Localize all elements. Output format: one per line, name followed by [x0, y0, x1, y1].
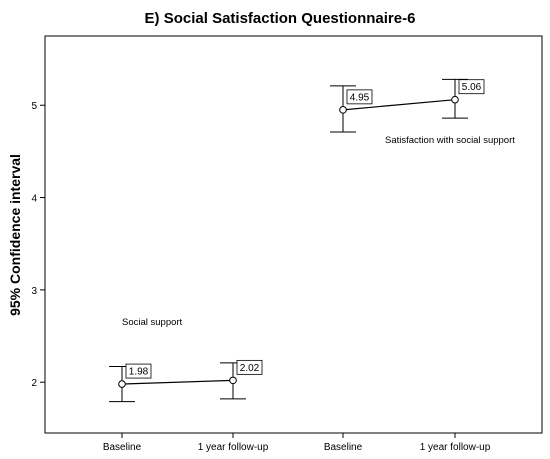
y-axis: 2 3 4 5	[31, 101, 45, 389]
x-tick-label: Baseline	[324, 442, 363, 453]
series-annotation: Social support	[122, 317, 183, 328]
series-0: 1.98 2.02 Social support	[109, 317, 263, 403]
y-tick-label: 2	[31, 378, 37, 389]
series-line	[342, 99, 456, 111]
data-label-box	[236, 359, 263, 375]
series-1: 4.95 5.06 Satisfaction with social support	[330, 78, 515, 146]
y-tick-label: 3	[31, 286, 37, 297]
plot-area	[44, 35, 543, 434]
y-axis-label: 95% Confidence interval	[7, 154, 23, 316]
data-label: 1.98	[129, 367, 149, 378]
x-axis: Baseline 1 year follow-up Baseline 1 year f…	[103, 433, 491, 453]
series-annotation: Satisfaction with social support	[385, 135, 515, 146]
data-label-box	[458, 79, 485, 95]
y-tick-label: 5	[31, 101, 37, 112]
data-point	[229, 376, 237, 385]
data-label: 2.02	[240, 363, 260, 374]
y-tick-label: 4	[31, 194, 37, 205]
x-tick-label: Baseline	[103, 442, 142, 453]
data-label-box	[346, 89, 373, 105]
data-point	[339, 106, 347, 114]
series-line	[121, 379, 234, 385]
series-layer: 1.98 2.02 Social support 4.95 5.06 Satisfacti…	[109, 78, 515, 403]
data-label: 5.06	[462, 82, 482, 93]
data-point	[451, 95, 459, 104]
data-label: 4.95	[350, 92, 370, 103]
chart-title: E) Social Satisfaction Questionnaire-6	[145, 10, 416, 27]
data-label-box	[125, 363, 152, 379]
x-tick-label: 1 year follow-up	[198, 442, 269, 453]
x-tick-label: 1 year follow-up	[420, 442, 491, 453]
data-point	[118, 380, 126, 388]
